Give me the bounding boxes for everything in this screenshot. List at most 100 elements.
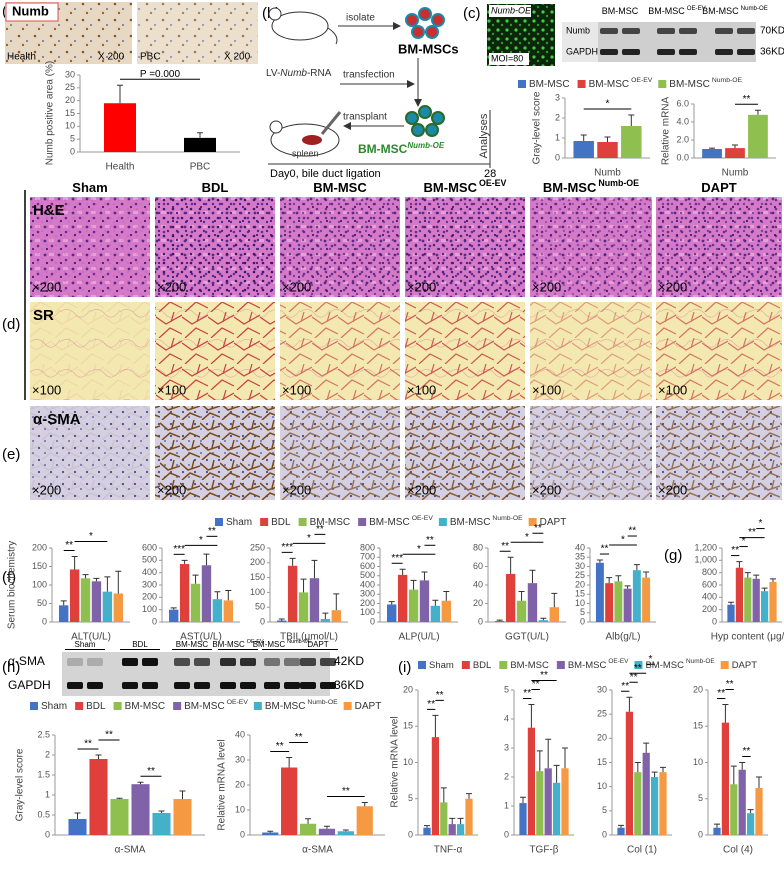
- x-tick-label: Col (4): [723, 845, 753, 856]
- blot-band: [284, 682, 300, 689]
- lane-rule: [120, 649, 160, 650]
- bar: [738, 769, 746, 835]
- error-bar: [421, 571, 428, 581]
- bar: [387, 604, 397, 622]
- error-bar: [744, 572, 751, 578]
- x-tick-label: Col (1): [627, 845, 657, 856]
- y-tick-label: 0.5: [37, 809, 50, 819]
- image-tag: [489, 53, 529, 65]
- error-bar: [518, 590, 525, 601]
- bar: [623, 588, 632, 622]
- bar: [725, 148, 745, 158]
- y-tick-label: 10: [575, 598, 585, 608]
- diagram: [268, 7, 491, 168]
- bar: [152, 813, 171, 835]
- y-tick-label: 100: [360, 607, 375, 617]
- blot-band: [87, 658, 103, 666]
- y-tick-label: 20: [65, 95, 75, 105]
- error-bar: [214, 591, 221, 600]
- bar: [642, 577, 651, 622]
- error-bar: [545, 738, 552, 769]
- error-bar: [323, 825, 330, 829]
- error-bar: [432, 714, 439, 738]
- panel-label: (e): [2, 446, 20, 463]
- significance-label: **: [436, 690, 444, 701]
- significance-label: **: [147, 766, 155, 777]
- legend-label: BM-MSC: [529, 79, 570, 90]
- bar: [713, 827, 721, 835]
- significance-label: **: [743, 746, 751, 757]
- bar: [277, 620, 287, 622]
- bar: [331, 610, 341, 622]
- lane-label-sup: OE-EV: [687, 5, 707, 12]
- legend-label-base: BDL: [86, 701, 106, 712]
- bar: [131, 784, 150, 835]
- lane-label-base: BDL: [132, 640, 148, 649]
- error-bar: [736, 561, 743, 568]
- legend-label: Sham: [429, 660, 454, 671]
- cell-cluster: [405, 7, 445, 39]
- legend-swatch: [75, 702, 84, 710]
- bar: [419, 580, 430, 622]
- bar: [642, 752, 650, 835]
- blot-band: [657, 28, 675, 34]
- bar: [318, 828, 336, 835]
- y-tick-label: 5: [698, 793, 703, 803]
- legend-swatch: [253, 702, 262, 710]
- bar: [536, 771, 544, 835]
- error-bar: [562, 747, 568, 769]
- blot-band: [194, 658, 210, 666]
- y-tick-label: 0: [698, 829, 703, 839]
- product-name: BM-MSC: [358, 142, 408, 156]
- legend-swatch: [577, 80, 586, 88]
- y-tick-label: 0: [712, 616, 717, 626]
- bar: [262, 832, 279, 835]
- magnification: ×200: [157, 279, 186, 294]
- legend-label: BM-MSC OE-EV: [184, 699, 248, 711]
- panel-label: (h): [2, 659, 20, 676]
- significance-label: *: [307, 533, 311, 544]
- error-bar: [520, 796, 526, 804]
- legend-swatch: [528, 518, 537, 526]
- error-bar: [457, 817, 464, 825]
- significance-label: **: [630, 672, 638, 683]
- y-tick-label: 50: [37, 598, 47, 608]
- error-bar: [203, 553, 210, 566]
- error-bar: [540, 617, 547, 621]
- y-tick-label: 2.0: [676, 134, 689, 144]
- y-tick-label: 500: [360, 570, 375, 580]
- bar: [730, 784, 738, 835]
- band-label: GAPDH: [8, 678, 51, 692]
- fibrosis-overlay: [155, 302, 275, 400]
- bar: [605, 583, 614, 622]
- legend-label-base: BM-MSC: [265, 701, 306, 712]
- legend-label: BM-MSC: [125, 701, 166, 712]
- y-tick-label: 4: [504, 713, 509, 723]
- y-tick-label: 2: [45, 749, 50, 759]
- mouse-ear: [269, 120, 283, 134]
- significance-label: **: [426, 535, 434, 546]
- fibrosis-overlay: [30, 197, 150, 297]
- error-bar: [311, 559, 318, 579]
- y-axis-label: Serum biochemistry: [7, 541, 18, 629]
- significance-label: **: [208, 526, 216, 537]
- legend-label-sup: OE-EV: [608, 658, 629, 665]
- fibrosis-overlay: [656, 302, 782, 400]
- y-tick-label: 30: [235, 754, 245, 764]
- y-tick-label: 2: [555, 112, 560, 122]
- panel-label: (g): [664, 547, 682, 564]
- lane-rule: [172, 649, 212, 650]
- magnification: ×100: [157, 382, 186, 397]
- legend-label-base: BM-MSC: [669, 79, 710, 90]
- y-tick-label: 800: [702, 567, 717, 577]
- legend-label-base: DAPT: [540, 517, 567, 528]
- legend-label: Sham: [41, 701, 67, 712]
- y-tick-label: 20: [235, 779, 245, 789]
- y-tick-label: 40: [235, 729, 245, 739]
- lane-label: BM-MSC Numb-OE: [702, 5, 768, 16]
- bar: [299, 823, 317, 835]
- error-bar: [179, 790, 186, 799]
- vector-text: LV-: [266, 68, 280, 79]
- column-header-sup: Numb-OE: [598, 178, 639, 188]
- y-tick-label: 0: [70, 146, 75, 156]
